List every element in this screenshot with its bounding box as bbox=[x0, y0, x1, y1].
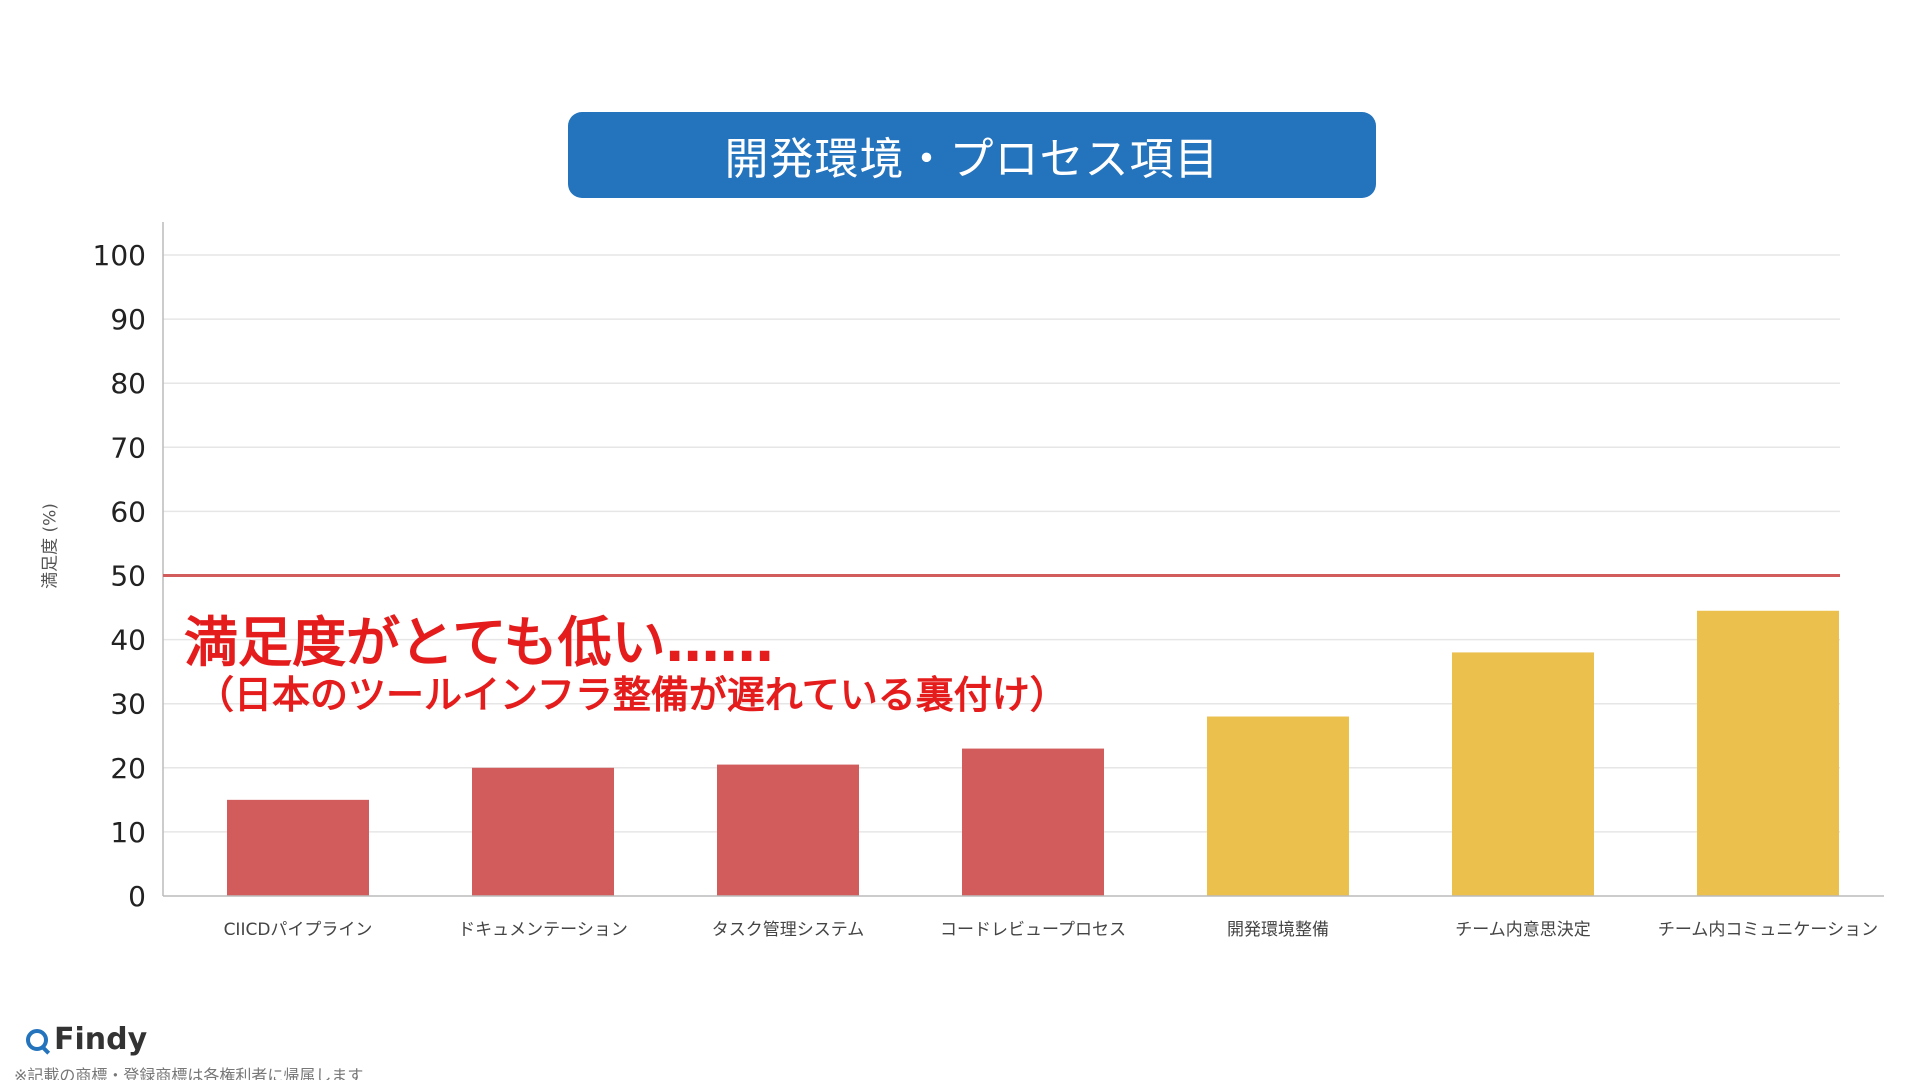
x-tick-label: チーム内意思決定 bbox=[1455, 920, 1591, 940]
bar bbox=[1697, 610, 1839, 896]
y-tick-label: 90 bbox=[110, 303, 146, 336]
bar bbox=[472, 767, 614, 896]
y-tick-label: 70 bbox=[110, 431, 146, 464]
x-tick-label: チーム内コミュニケーション bbox=[1658, 920, 1878, 940]
findy-logo-icon bbox=[26, 1028, 48, 1051]
x-tick-labels: CIICDパイプライン ドキュメンテーション タスク管理システム コードレビュープロセ… bbox=[224, 920, 1879, 940]
x-tick-label: タスク管理システム bbox=[712, 920, 865, 940]
y-tick-label: 10 bbox=[110, 816, 146, 849]
y-tick-label: 80 bbox=[110, 367, 146, 400]
chart-title: 開発環境・プロセス項目 bbox=[568, 112, 1376, 198]
bar bbox=[1452, 652, 1594, 896]
footnote: ※記載の商標・登録商標は各権利者に帰属します bbox=[14, 1066, 364, 1080]
x-tick-label: 開発環境整備 bbox=[1227, 920, 1329, 940]
y-tick-label: 50 bbox=[110, 560, 146, 593]
findy-logo: Findy bbox=[26, 1022, 147, 1057]
bars bbox=[227, 610, 1839, 896]
y-tick-label: 20 bbox=[110, 752, 146, 785]
y-tick-label: 60 bbox=[110, 495, 146, 528]
y-tick-label: 40 bbox=[110, 624, 146, 657]
logo-text: Findy bbox=[54, 1022, 148, 1057]
annotation-sub: （日本のツールインフラ整備が遅れている裏付け） bbox=[196, 673, 1068, 717]
bar bbox=[227, 799, 369, 896]
y-tick-label: 100 bbox=[93, 239, 146, 272]
bar bbox=[717, 764, 859, 896]
axes bbox=[162, 222, 1884, 897]
bar bbox=[1207, 716, 1349, 896]
annotation-main: 満足度がとても低い…… bbox=[184, 611, 774, 674]
y-tick-label: 30 bbox=[110, 688, 146, 721]
bar bbox=[962, 748, 1104, 896]
x-tick-label: コードレビュープロセス bbox=[940, 920, 1126, 940]
y-tick-labels: 0 10 20 30 40 50 60 70 80 90 100 bbox=[93, 239, 146, 913]
x-tick-label: ドキュメンテーション bbox=[458, 920, 628, 940]
y-axis-label: 満足度 (%) bbox=[40, 503, 61, 589]
y-tick-label: 0 bbox=[128, 880, 146, 913]
x-tick-label: CIICDパイプライン bbox=[224, 920, 373, 940]
